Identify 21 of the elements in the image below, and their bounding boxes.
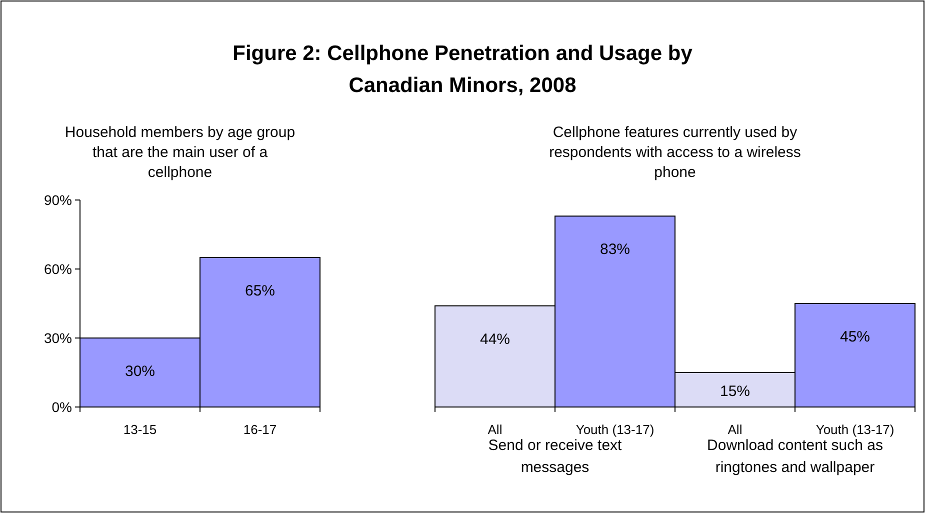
data-label: 15% <box>720 382 750 400</box>
chart-subtitle: Household members by age group that are the main user of a cellphone <box>64 124 296 181</box>
text: Figure 2: Cellphone Penetration and Usage by Canadian Minors, 2008 <box>232 42 693 97</box>
y-tick-label: 30% <box>44 330 72 346</box>
y-tick-label: 0% <box>52 399 72 415</box>
text: Send or receive text messages <box>488 437 623 476</box>
x-tick-label: Youth (13-17) <box>576 422 654 437</box>
data-label: 44% <box>480 330 510 348</box>
data-label: 65% <box>244 282 276 300</box>
data-label: 83% <box>600 241 630 258</box>
data-label: 30% <box>124 363 156 380</box>
data-label: 45% <box>840 328 870 346</box>
x-tick-label: Youth (13-17) <box>816 422 894 437</box>
y-tick-label: 90% <box>44 192 72 208</box>
x-tick-label: All <box>488 422 502 437</box>
x-tick-label: 13-15 <box>123 422 157 437</box>
y-tick-label: 60% <box>44 261 72 277</box>
text: Download content such as ringtones and wallpaper <box>707 437 883 476</box>
x-tick-label: All <box>728 422 742 437</box>
chart-subtitle: Cellphone features currently used by respondents with access to a wireless phone <box>549 124 801 181</box>
x-tick-label: 16-17 <box>243 422 277 437</box>
